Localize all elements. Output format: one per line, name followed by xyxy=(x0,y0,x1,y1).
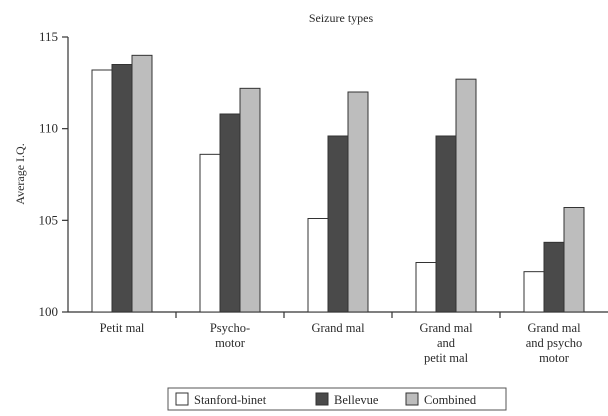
x-category-label-line: motor xyxy=(215,336,246,350)
bar-stanford-binet xyxy=(307,218,329,313)
y-tick-label: 110 xyxy=(39,121,58,136)
bar-combined xyxy=(563,207,585,313)
legend-swatch xyxy=(315,392,329,406)
bar-bellevue xyxy=(111,64,133,313)
bar-combined xyxy=(347,91,369,313)
x-category-label-line: and xyxy=(437,336,456,350)
legend-swatch xyxy=(405,392,419,406)
y-axis-title: Average I.Q. xyxy=(13,143,27,204)
x-category-label-line: and psycho xyxy=(526,336,583,350)
legend-label: Stanford-binet xyxy=(194,393,267,407)
x-category-label-line: motor xyxy=(539,351,570,365)
chart-title: Seizure types xyxy=(309,11,374,25)
bar-bellevue xyxy=(543,241,565,313)
bar-stanford-binet xyxy=(91,69,113,313)
legend-label: Bellevue xyxy=(334,393,379,407)
y-tick-label: 115 xyxy=(39,29,58,44)
y-tick-label: 105 xyxy=(39,212,59,227)
legend-frame xyxy=(167,387,507,411)
x-category-label-line: Psycho- xyxy=(210,321,250,335)
bar-stanford-binet xyxy=(415,262,437,313)
bar-stanford-binet xyxy=(199,153,221,313)
x-category-label: Psycho-motor xyxy=(210,321,250,350)
legend-label: Combined xyxy=(424,393,477,407)
bar-stanford-binet xyxy=(523,271,545,313)
bar-bellevue xyxy=(219,113,241,313)
bar-combined xyxy=(131,54,153,313)
x-category-label-line: petit mal xyxy=(424,351,469,365)
bar-bellevue xyxy=(435,135,457,313)
legend: Stanford-binet Bellevue Combined xyxy=(167,387,507,411)
x-category-label-line: Grand mal xyxy=(527,321,581,335)
x-category-label: Grand mal and petit mal xyxy=(419,321,473,365)
y-tick-label: 100 xyxy=(39,304,59,319)
x-category-label: Grand mal xyxy=(311,321,365,335)
bar-bellevue xyxy=(327,135,349,313)
x-category-label-line: Grand mal xyxy=(311,321,365,335)
x-category-label-line: Grand mal xyxy=(419,321,473,335)
x-category-label: Petit mal xyxy=(100,321,145,335)
x-category-label: Grand mal and psycho motor xyxy=(526,321,583,365)
legend-swatch xyxy=(175,392,189,406)
bar-combined xyxy=(239,87,261,313)
x-category-label-line: Petit mal xyxy=(100,321,145,335)
bar-combined xyxy=(455,78,477,313)
